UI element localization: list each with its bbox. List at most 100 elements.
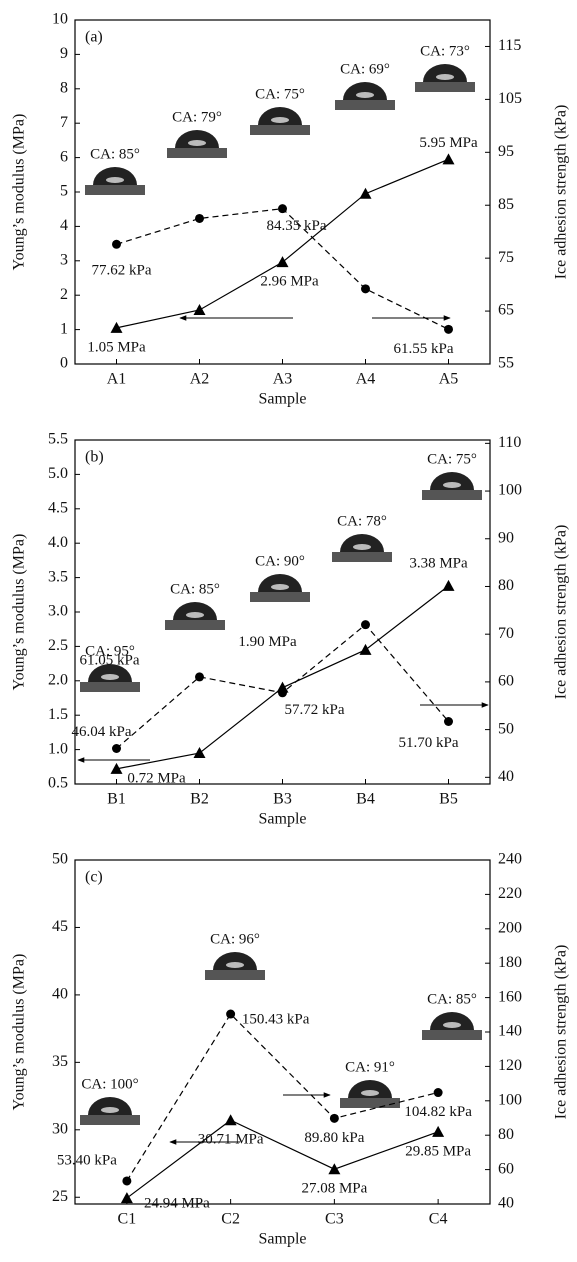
ca-label: CA: 91° [345,1059,395,1075]
substrate [167,148,227,158]
y2-tick-label: 95 [498,143,514,160]
marker-triangle [120,1192,133,1204]
droplet-image [250,107,310,135]
marker-triangle [110,321,123,333]
marker-triangle [224,1114,237,1126]
y-axis-label: Young’s modulus (MPa) [11,534,28,691]
marker-circle [278,204,287,214]
y2-tick-label: 40 [498,1195,514,1212]
ca-label: CA: 85° [427,991,477,1007]
value-label: 84.35 kPa [267,218,327,234]
y-tick-label: 2.5 [48,637,68,654]
y-tick-label: 8 [60,79,68,96]
marker-triangle [359,187,372,199]
droplet [258,574,302,592]
x-axis-label: Sample [259,391,307,408]
droplet-image [422,472,482,500]
droplet [93,167,137,185]
droplet-highlight [436,74,454,80]
marker-triangle [193,303,206,315]
series-line [116,158,449,329]
value-label: 1.90 MPa [238,634,297,650]
y2-tick-label: 100 [498,1091,522,1108]
droplet-image [165,602,225,630]
droplet [175,130,219,148]
panel-label: (b) [85,449,104,466]
value-label: 53.40 kPa [57,1152,117,1168]
droplet-image [422,1012,482,1040]
value-label: 0.72 MPa [127,770,186,786]
marker-circle [444,716,453,726]
droplet-highlight [226,962,244,968]
ca-label: CA: 96° [210,931,260,947]
y-tick-label: 25 [52,1188,68,1205]
y-tick-label: 3.5 [48,568,68,585]
y2-tick-label: 160 [498,988,522,1005]
marker-circle [112,744,121,754]
ca-label: CA: 100° [81,1076,138,1092]
value-label: 24.94 MPa [144,1196,210,1212]
value-label: 29.85 MPa [405,1143,471,1159]
y2-tick-label: 240 [498,851,522,868]
substrate [80,1115,140,1125]
ca-label: CA: 75° [255,86,305,102]
y2-tick-label: 90 [498,529,514,546]
marker-triangle [442,153,455,165]
panel-label: (c) [85,869,103,886]
y-tick-label: 1.5 [48,706,68,723]
marker-circle [226,1009,236,1019]
marker-circle [361,620,370,630]
y-tick-label: 5.0 [48,465,68,482]
droplet-image [80,664,140,692]
substrate [250,125,310,135]
value-label: 30.71 MPa [198,1132,264,1148]
x-tick-label: A3 [273,371,293,388]
y-axis-label: Young’s modulus (MPa) [11,954,28,1111]
value-label: 57.72 kPa [285,702,345,718]
marker-circle [433,1088,443,1098]
y-tick-label: 1 [60,320,68,337]
ca-label: CA: 78° [337,513,387,529]
substrate [335,100,395,110]
value-label: 150.43 kPa [242,1011,310,1027]
ca-label: CA: 73° [420,43,470,59]
y2-tick-label: 100 [498,482,522,499]
substrate [250,592,310,602]
y-tick-label: 5 [60,183,68,200]
droplet-image [205,952,265,980]
y2-tick-label: 75 [498,249,514,266]
marker-triangle [276,256,289,268]
y-tick-label: 3.0 [48,603,68,620]
y-tick-label: 2.0 [48,671,68,688]
droplet-image [167,130,227,158]
ca-label: CA: 75° [427,451,477,467]
marker-triangle [110,762,123,774]
substrate [415,82,475,92]
marker-triangle [442,579,455,591]
droplet [173,602,217,620]
droplet-highlight [101,674,119,680]
y2-tick-label: 65 [498,302,514,319]
droplet-highlight [188,140,206,146]
droplet-highlight [353,544,371,550]
y-tick-label: 40 [52,986,68,1003]
droplet [88,1097,132,1115]
series-line [126,1119,439,1199]
x-tick-label: B1 [107,791,126,808]
droplet-highlight [186,612,204,618]
droplet-image [340,1080,400,1108]
ca-label: CA: 85° [90,146,140,162]
value-label: 89.80 kPa [304,1130,364,1146]
y-tick-label: 6 [60,148,68,165]
y2-axis-label: Ice adhesion strength (kPa) [553,525,570,700]
droplet-highlight [443,482,461,488]
droplet [343,82,387,100]
panel-label: (a) [85,29,103,46]
panel: 0.5 1.0 1.5 2.0 2.5 3.0 3.5 4.0 4.5 5.0 5.5 40 50 60 7… [11,431,570,828]
y-tick-label: 4.0 [48,534,68,551]
y2-tick-label: 85 [498,196,514,213]
y2-tick-label: 105 [498,90,522,107]
droplet-image [85,167,145,195]
